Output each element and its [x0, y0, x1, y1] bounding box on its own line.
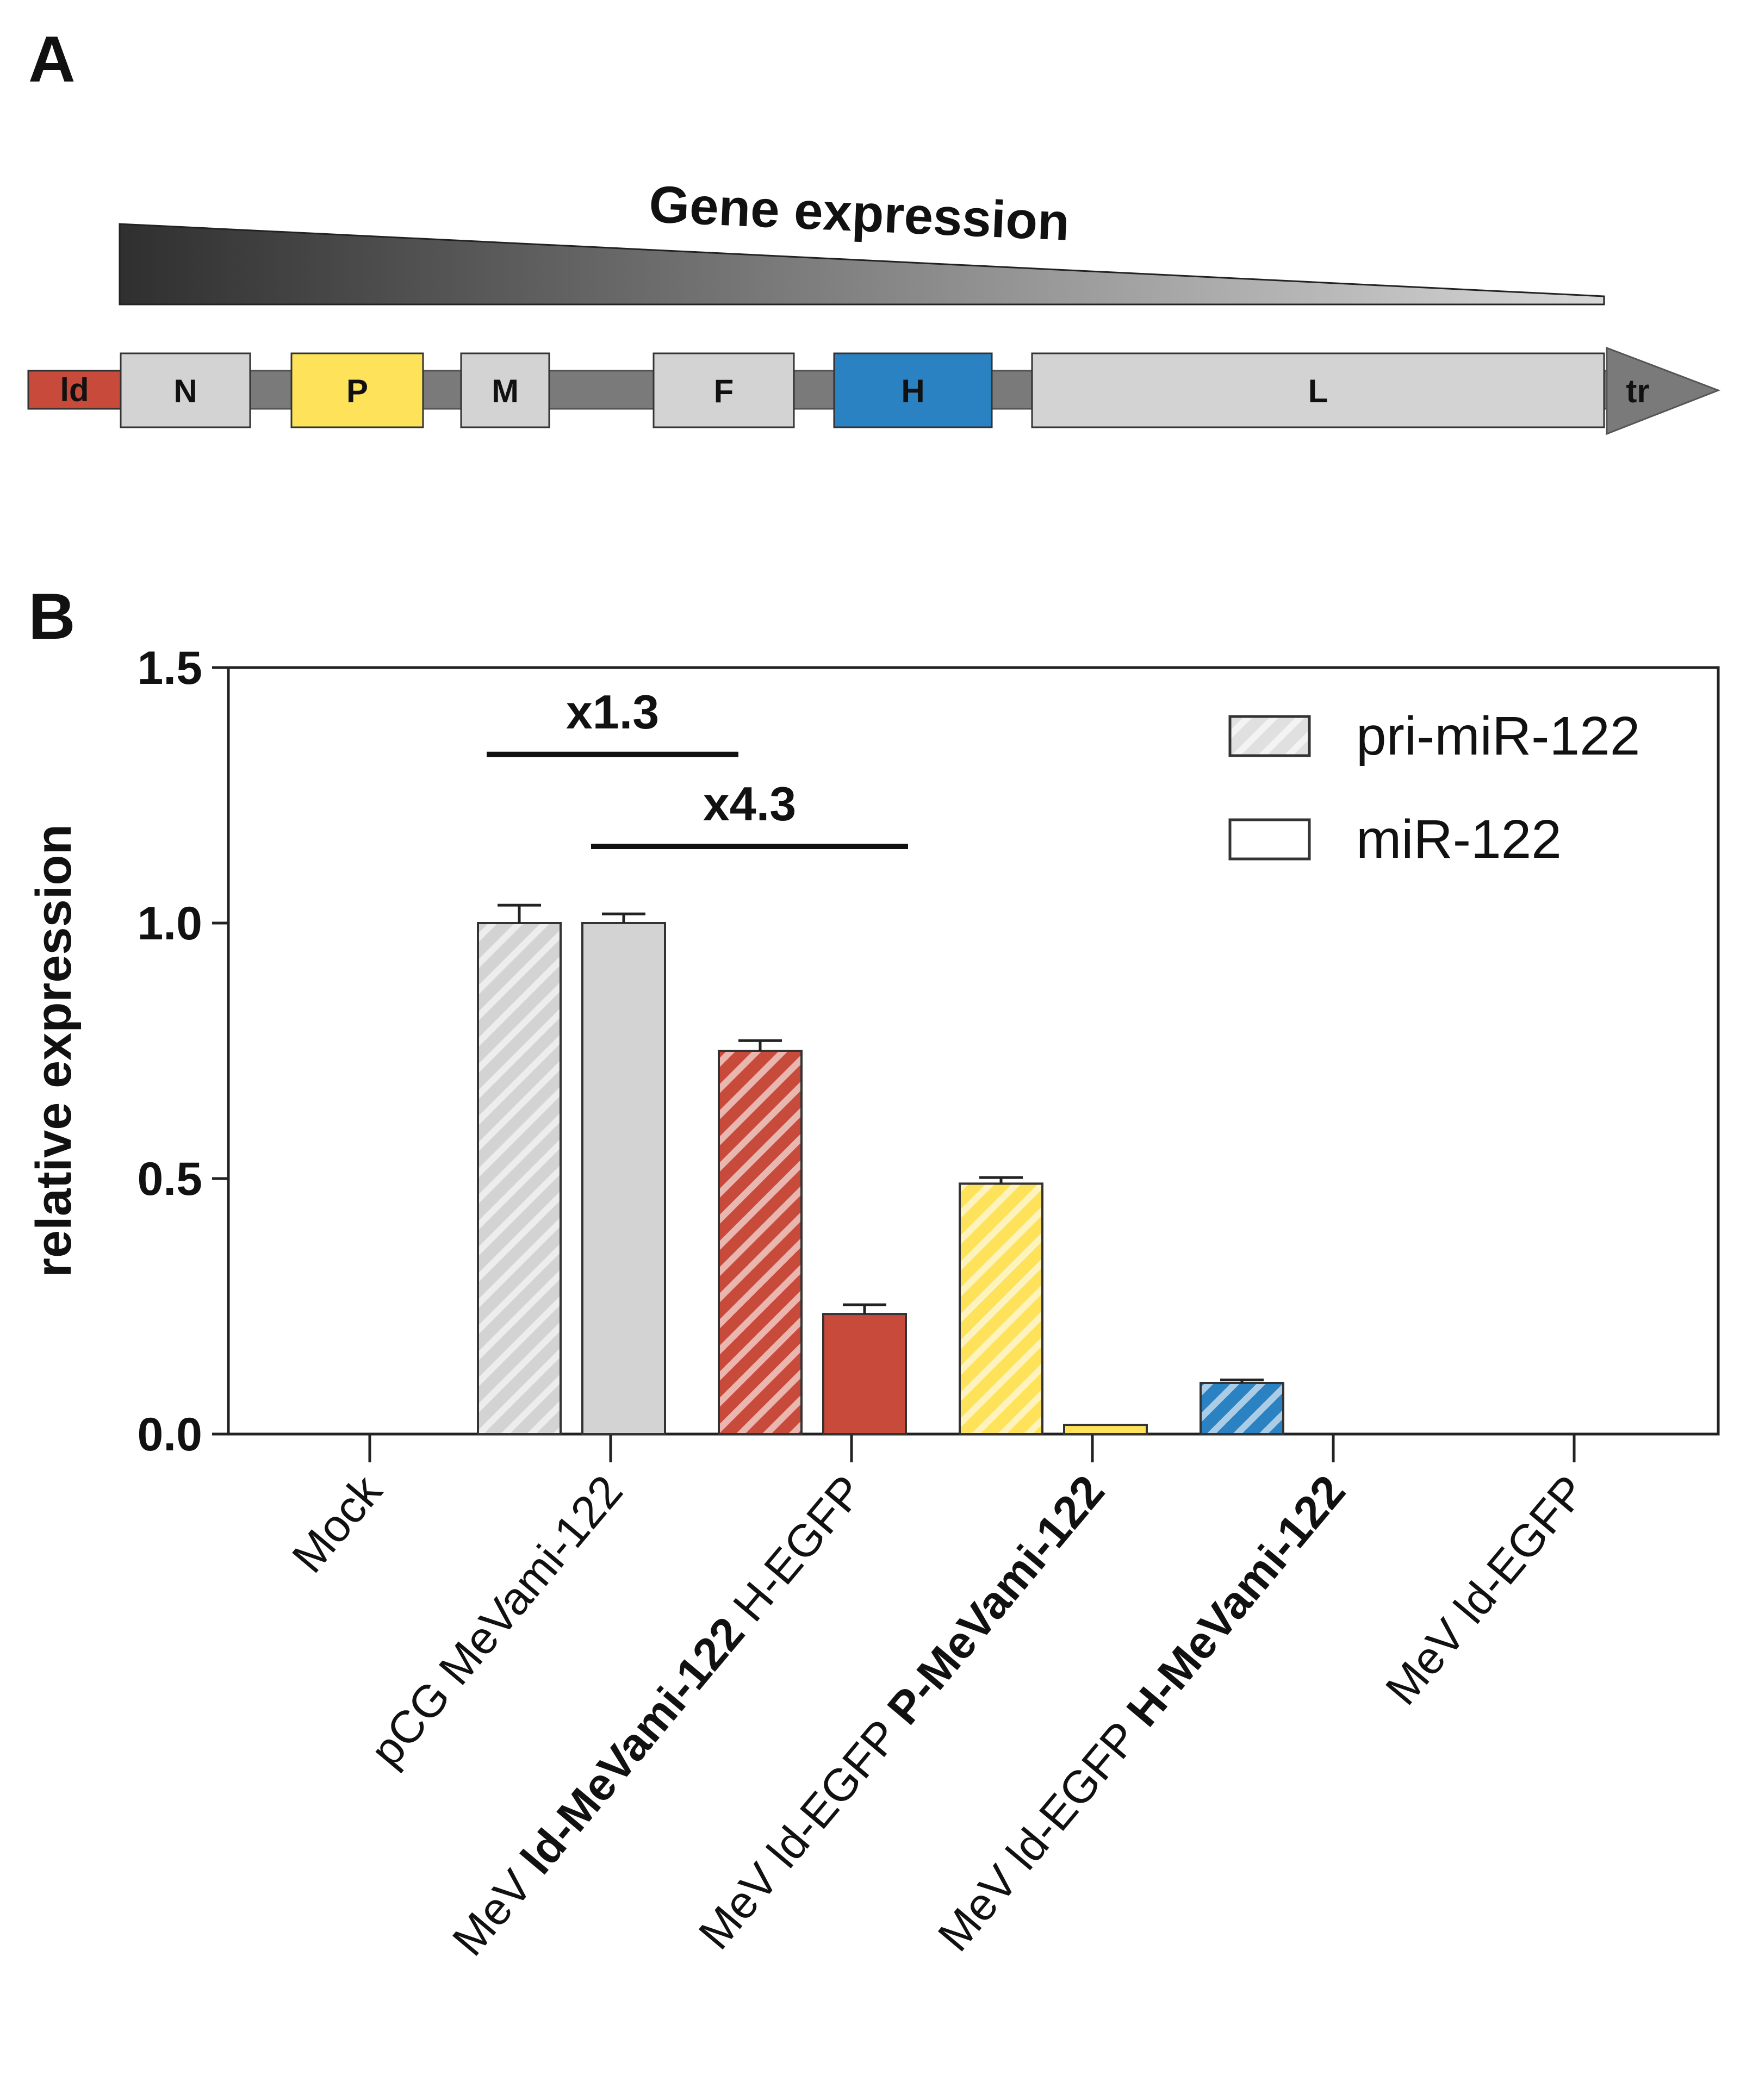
- gene-ld-box: ld: [27, 370, 122, 410]
- category-label-ld-egfp: MeV ld-EGFP: [1376, 1466, 1596, 1714]
- bar-hatch: [960, 1183, 1042, 1434]
- panel-b-label: B: [28, 580, 76, 653]
- bar-hatch: [719, 1051, 801, 1434]
- bar-hatch: [1201, 1383, 1283, 1434]
- category-label-part: MeV ld-EGFP: [689, 1701, 917, 1959]
- significance-annotations: x1.3 x4.3: [487, 685, 908, 849]
- gene-ld-label: ld: [60, 372, 89, 408]
- expression-gradient-wedge: [119, 223, 1605, 306]
- category-label-part: Mock: [282, 1465, 392, 1582]
- gradient-title: Gene expression: [648, 175, 1071, 252]
- bar-pcg-mir-122: [581, 912, 666, 1435]
- legend-swatch-hatch: [1230, 716, 1309, 756]
- legend-label: pri-miR-122: [1356, 706, 1640, 767]
- category-label-mock: Mock: [282, 1465, 392, 1582]
- genome-arrowhead: [1606, 346, 1721, 435]
- y-tick-label: 0.5: [137, 1153, 202, 1205]
- category-label-h-mevami: MeV ld-EGFP H-MeVami-122: [928, 1466, 1355, 1960]
- bar-hatch: [478, 923, 561, 1434]
- category-label-part: pCG MeVami-122: [361, 1466, 632, 1776]
- bar-p-mevami-pri-mir-122: [959, 1176, 1043, 1435]
- legend: pri-miR-122 miR-122: [1228, 706, 1640, 870]
- category-label-ld-mevami: MeV ld-MeVami-122 H-EGFP: [443, 1466, 873, 1965]
- bar-ld-mevami-pri-mir-122: [718, 1039, 803, 1435]
- legend-swatch: [1228, 715, 1311, 757]
- legend-swatch-fill: [1230, 820, 1309, 859]
- category-label-part: MeV ld-EGFP: [928, 1703, 1156, 1960]
- category-label-part: H-MeVami-122: [1117, 1466, 1355, 1736]
- gene-f-box: F: [652, 352, 795, 428]
- bar-p-mevami-mir-122: [1063, 1424, 1148, 1436]
- gene-h-label: H: [901, 373, 924, 409]
- y-tick-label: 0.0: [137, 1409, 202, 1461]
- category-label-part: ld-MeVami-122: [511, 1607, 754, 1883]
- significance-label: x1.3: [566, 685, 659, 739]
- category-label-part: H-EGFP: [715, 1466, 873, 1640]
- bars: [477, 903, 1284, 1436]
- bar-pcg-pri-mir-122: [477, 903, 562, 1435]
- gene-l-label: L: [1308, 373, 1328, 409]
- legend-swatch: [1228, 818, 1311, 861]
- gene-n-box: N: [120, 352, 251, 428]
- bar-fill: [1063, 1424, 1148, 1436]
- gene-n-label: N: [173, 373, 197, 409]
- category-label-p-mevami: MeV ld-EGFP P-MeVami-122: [689, 1466, 1114, 1959]
- y-tick-label: 1.5: [137, 642, 202, 694]
- bar-h-mevami-pri-mir-122: [1200, 1378, 1284, 1435]
- legend-label: miR-122: [1356, 809, 1562, 870]
- gene-p-label: P: [346, 373, 368, 409]
- gene-tr-label: tr: [1626, 373, 1649, 409]
- bar-ld-mevami-mir-122: [822, 1303, 907, 1436]
- category-label-part: P-MeVami-122: [878, 1466, 1114, 1734]
- y-ticks: 0.0 0.5 1.0 1.5: [137, 642, 228, 1461]
- category-label-pcg: pCG MeVami-122: [361, 1466, 632, 1776]
- y-axis-title: relative expression: [26, 824, 82, 1278]
- gene-f-label: F: [714, 373, 734, 409]
- panel-a: A Gene expression ld N P M F H: [27, 23, 1721, 435]
- panel-a-label: A: [28, 23, 76, 96]
- legend-item-pri-mir-122: pri-miR-122: [1228, 706, 1640, 767]
- panel-b: B relative expression 0.00.51.01.5 x1.3x…: [26, 580, 1720, 1965]
- gene-m-box: M: [460, 352, 550, 428]
- gene-l-box: L: [1031, 352, 1605, 428]
- bar-fill: [581, 922, 666, 1435]
- gene-p-box: P: [290, 352, 424, 428]
- gene-m-label: M: [492, 373, 519, 409]
- legend-item-mir-122: miR-122: [1228, 809, 1562, 870]
- category-label-part: MeV ld-EGFP: [1376, 1466, 1596, 1714]
- gene-h-box: H: [833, 352, 993, 428]
- y-tick-label: 1.0: [137, 898, 202, 950]
- significance-label: x4.3: [703, 777, 796, 831]
- bar-fill: [822, 1313, 907, 1436]
- x-ticks: [368, 1434, 1576, 1462]
